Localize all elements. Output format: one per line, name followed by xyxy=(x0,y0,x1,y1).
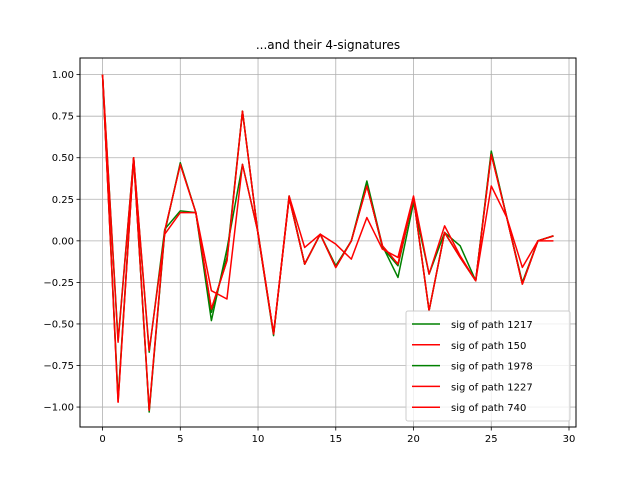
x-tick-label: 25 xyxy=(485,434,498,445)
y-tick-label: 0.25 xyxy=(52,195,74,206)
y-tick-label: −1.00 xyxy=(43,403,74,414)
tick-layer: 0 5 10 15 20 25 30 −1.00 −0.75 −0.50 −0.25 0.00 0.25… xyxy=(43,70,575,445)
legend-label: sig of path 1978 xyxy=(451,362,533,373)
y-tick-label: 0.00 xyxy=(52,236,74,247)
x-tick-label: 10 xyxy=(252,434,265,445)
y-tick-label: 1.00 xyxy=(52,70,74,81)
chart-title: ...and their 4-signatures xyxy=(256,38,400,52)
x-tick-label: 5 xyxy=(177,434,183,445)
y-tick-label: −0.75 xyxy=(43,361,74,372)
x-tick-label: 15 xyxy=(329,434,342,445)
legend-label: sig of path 1227 xyxy=(451,382,533,393)
legend-box xyxy=(405,310,571,422)
legend-label: sig of path 1217 xyxy=(451,320,533,331)
series-layer xyxy=(101,74,554,413)
y-tick-label: 0.50 xyxy=(52,153,74,164)
x-tick-label: 0 xyxy=(99,434,105,445)
series-line-5 xyxy=(101,74,554,412)
x-tick-label: 20 xyxy=(407,434,420,445)
y-tick-label: 0.75 xyxy=(52,112,74,123)
legend-label: sig of path 740 xyxy=(451,403,526,414)
y-tick-label: −0.25 xyxy=(43,278,74,289)
y-tick-label: −0.50 xyxy=(43,319,74,330)
legend: sig of path 1217 sig of path 150 sig of pa… xyxy=(405,310,571,422)
legend-label: sig of path 150 xyxy=(451,341,526,352)
x-tick-label: 30 xyxy=(563,434,576,445)
axes-frame xyxy=(79,57,577,428)
